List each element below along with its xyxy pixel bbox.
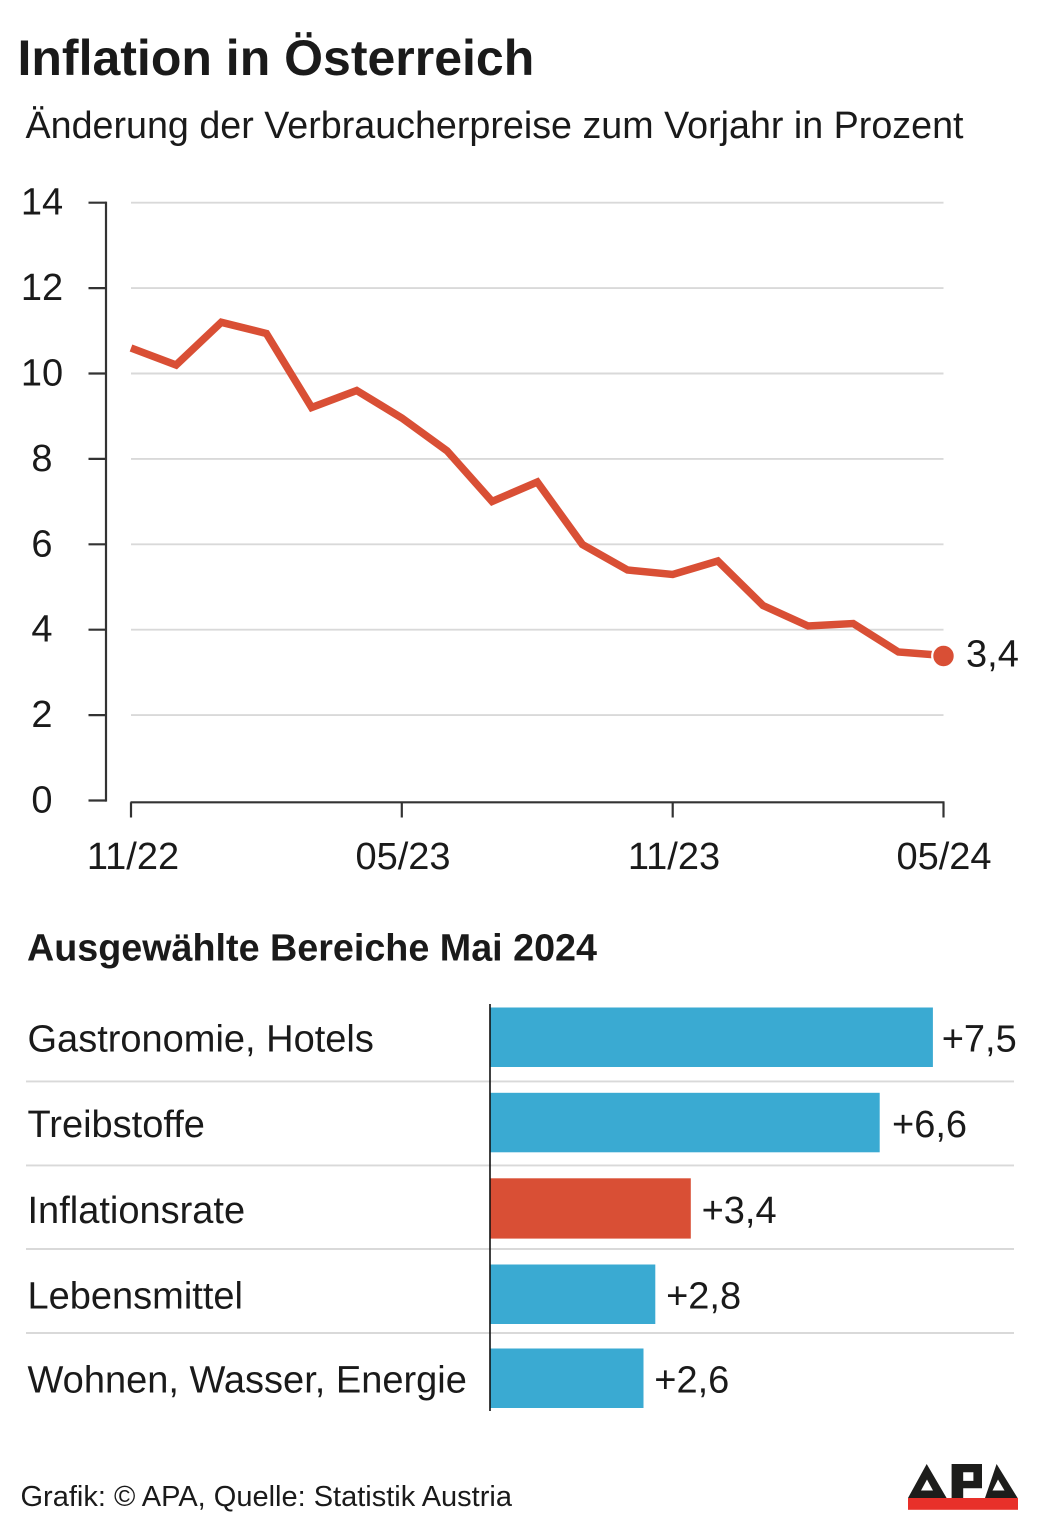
svg-text:Inflation in Österreich: Inflation in Österreich [18,30,535,86]
svg-text:+2,8: +2,8 [666,1276,741,1318]
svg-text:Gastronomie, Hotels: Gastronomie, Hotels [28,1019,374,1061]
svg-text:Treibstoffe: Treibstoffe [28,1104,205,1146]
svg-text:14: 14 [21,182,63,224]
svg-text:+7,5: +7,5 [942,1019,1017,1061]
svg-text:8: 8 [31,438,52,480]
svg-text:4: 4 [31,609,52,651]
svg-text:11/23: 11/23 [628,836,720,878]
svg-text:11/22: 11/22 [87,836,179,878]
svg-text:3,4: 3,4 [966,634,1019,676]
svg-text:Änderung der Verbraucherpreise: Änderung der Verbraucherpreise zum Vorja… [26,105,964,147]
svg-text:Lebensmittel: Lebensmittel [28,1276,243,1318]
svg-text:12: 12 [21,267,63,309]
svg-text:05/24: 05/24 [896,836,991,878]
svg-text:Inflationsrate: Inflationsrate [28,1190,246,1232]
svg-text:+6,6: +6,6 [892,1104,967,1146]
svg-text:Wohnen, Wasser, Energie: Wohnen, Wasser, Energie [28,1360,467,1402]
svg-text:+3,4: +3,4 [702,1190,777,1232]
svg-text:6: 6 [31,523,52,565]
svg-text:+2,6: +2,6 [654,1360,729,1402]
svg-text:Grafik: © APA, Quelle: Statist: Grafik: © APA, Quelle: Statistik Austria [21,1481,513,1513]
svg-text:2: 2 [31,694,52,736]
svg-text:05/23: 05/23 [355,836,450,878]
svg-text:10: 10 [21,353,63,395]
svg-text:0: 0 [31,780,52,822]
svg-text:Ausgewählte Bereiche Mai 2024: Ausgewählte Bereiche Mai 2024 [27,928,597,970]
